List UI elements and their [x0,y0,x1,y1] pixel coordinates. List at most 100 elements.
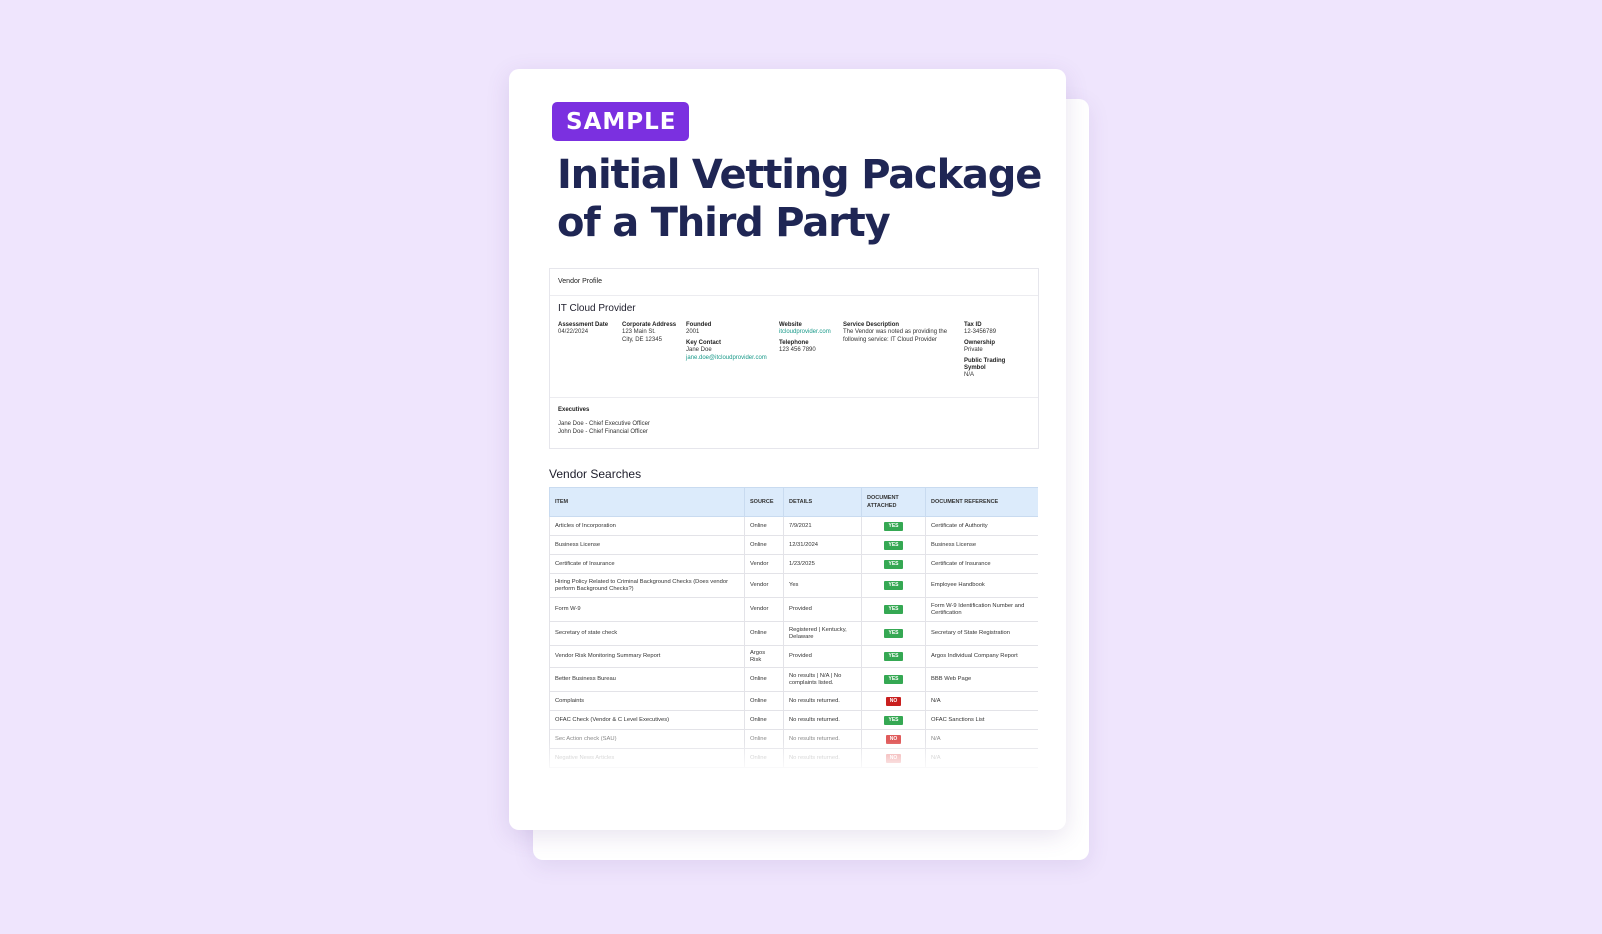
header-document-reference: Document Reference [925,487,1038,517]
source-cell: Argos Risk [744,645,784,668]
reference-cell: Secretary of State Registration [925,621,1038,646]
attached-yes-badge: YES [884,540,903,550]
table-row: OFAC Check (Vendor & C Level Executives)… [549,710,1038,730]
table-row: Secretary of state check Online Registered… [549,621,1038,646]
details-cell: 7/9/2021 [783,516,862,536]
table-body: Articles of Incorporation Online 7/9/2021 Y… [549,516,1038,768]
public-trading-symbol-label-2: Symbol [964,365,986,372]
vendor-searches-table: Item Source Details Document Attached Do… [549,487,1038,768]
table-row: Hiring Policy Related to Criminal Backgr… [549,573,1038,598]
telephone-label: Telephone [779,339,809,346]
header-item: Item [549,487,745,517]
public-trading-symbol-value: N/A [964,372,975,379]
details-cell: Yes [783,573,862,598]
details-cell: No results returned. [783,691,862,711]
service-description-label: Service Description [843,322,900,328]
assessment-date-value: 04/22/2024 [558,329,589,336]
header-document-attached-line-2: Attached [867,503,897,509]
source-cell: Online [744,621,784,646]
table-row: Vendor Risk Monitoring Summary Report Arg… [549,645,1038,668]
item-cell: Vendor Risk Monitoring Summary Report [549,645,745,668]
table-row: Complaints Online No results returned. NO N/… [549,691,1038,711]
founded-label: Founded [686,322,712,328]
attached-yes-badge: YES [884,675,903,684]
source-cell: Online [744,516,784,536]
attached-cell: YES [861,535,926,555]
ownership-label: Ownership [964,339,996,346]
corporate-address-label: Corporate Address [622,322,677,328]
vendor-profile-header: Vendor Profile [550,269,1038,296]
table-row: Form W-9 Vendor Provided YES Form W-9 Identi… [549,597,1038,622]
ownership-value: Private [964,347,983,354]
table-row: Articles of Incorporation Online 7/9/2021 Y… [549,516,1038,536]
executive-2: John Doe - Chief Financial Officer [558,428,648,435]
website-label: Website [779,322,802,328]
reference-cell: N/A [925,691,1038,711]
assessment-date-block: Assessment Date 04/22/2024 [558,322,608,337]
table-row: Certificate of Insurance Vendor 1/23/2025 Y… [549,554,1038,574]
attached-no-badge: NO [885,734,902,744]
telephone-value: 123 456 7890 [779,347,816,354]
vendor-searches-title: Vendor Searches [549,467,642,481]
document-sheet: SAMPLE Initial Vetting Package of a Thir… [509,69,1066,830]
assessment-date-label: Assessment Date [558,322,609,328]
vendor-profile-card: Vendor Profile IT Cloud Provider Assessm… [549,268,1039,449]
attached-yes-badge: YES [884,581,903,590]
header-document-attached-line-1: Document [867,495,899,501]
title-line-1: Initial Vetting Package [557,152,1042,198]
source-cell: Online [744,710,784,730]
source-cell: Online [744,691,784,711]
reference-cell: Business License [925,535,1038,555]
attached-yes-badge: YES [884,715,903,725]
service-description-value: The Vendor was noted as providing the fo… [843,329,948,343]
attached-cell: NO [861,691,926,711]
founded-value: 2001 [686,329,700,336]
reference-cell: Certificate of Authority [925,516,1038,536]
item-cell: Form W-9 [549,597,745,622]
attached-yes-badge: YES [884,521,903,531]
attached-cell: YES [861,621,926,646]
title-line-2: of a Third Party [557,200,891,246]
tax-id-label: Tax ID [964,322,982,328]
source-cell: Online [744,667,784,692]
table-fade-overlay [549,741,1038,775]
details-cell: Provided [783,597,862,622]
details-cell: 1/23/2025 [783,554,862,574]
founded-block: Founded 2001 Key Contact Jane Doe jane.d… [686,322,767,362]
item-cell: Business License [549,535,745,555]
table-row: Business License Online 12/31/2024 YES Busin… [549,535,1038,555]
item-cell: Certificate of Insurance [549,554,745,574]
attached-cell: YES [861,597,926,622]
sample-badge: SAMPLE [552,102,690,141]
source-cell: Vendor [744,554,784,574]
attached-yes-badge: YES [884,629,903,638]
address-line-1: 123 Main St. [622,329,656,336]
attached-yes-badge: YES [884,605,903,614]
executives-block: Executives Jane Doe - Chief Executive Of… [558,407,650,436]
item-cell: Complaints [549,691,745,711]
attached-yes-badge: YES [884,652,903,661]
service-description-block: Service Description The Vendor was noted… [843,322,951,344]
item-cell: OFAC Check (Vendor & C Level Executives) [549,710,745,730]
attached-cell: YES [861,667,926,692]
details-cell: Provided [783,645,862,668]
key-contact-label: Key Contact [686,339,722,346]
corporate-address-block: Corporate Address 123 Main St. City, DE … [622,322,676,344]
header-document-attached: Document Attached [861,487,926,517]
key-contact-name: Jane Doe [686,347,712,354]
address-line-2: City, DE 12345 [622,336,662,343]
attached-yes-badge: YES [884,559,903,569]
tax-id-value: 12-3456789 [964,329,997,336]
reference-cell: BBB Web Page [925,667,1038,692]
executives-label: Executives [558,407,590,413]
website-link[interactable]: itcloudprovider.com [779,329,831,336]
item-cell: Better Business Bureau [549,667,745,692]
details-cell: No results returned. [783,710,862,730]
key-contact-email[interactable]: jane.doe@itcloudprovider.com [686,354,767,361]
details-cell: No results | N/A | No complaints listed. [783,667,862,692]
website-block: Website itcloudprovider.com Telephone 12… [779,322,831,355]
public-trading-symbol-label-1: Public Trading [964,357,1006,364]
details-cell: Registered | Kentucky, Delaware [783,621,862,646]
profile-divider [550,397,1038,398]
reference-cell: Certificate of Insurance [925,554,1038,574]
